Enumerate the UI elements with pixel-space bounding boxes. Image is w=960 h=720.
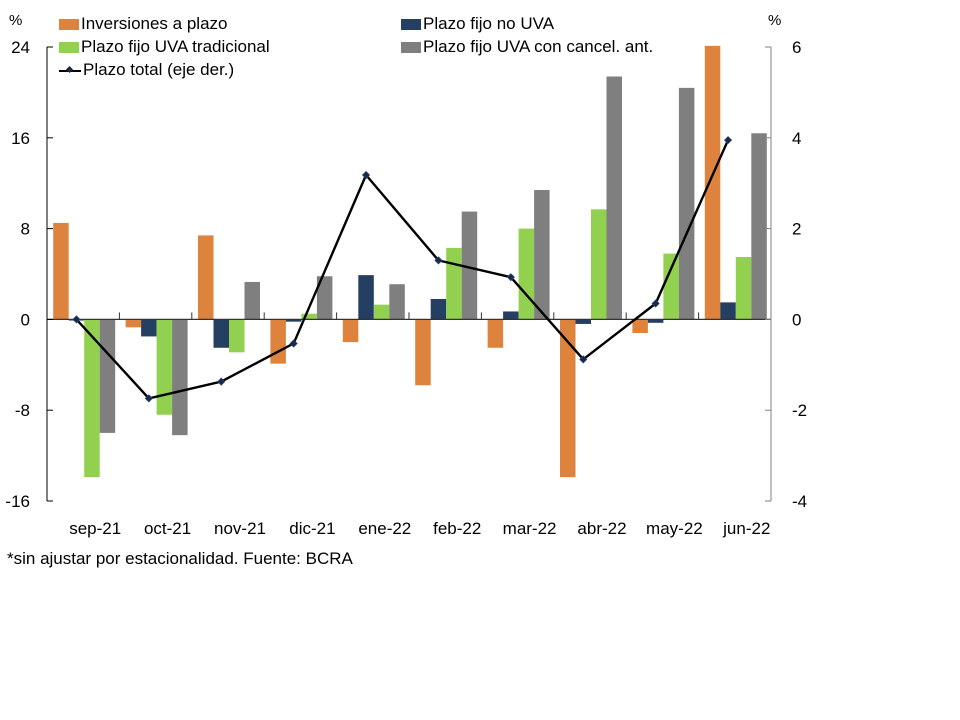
- bar-inversiones-a-plazo-oct-21: [125, 319, 142, 328]
- bar-plazo-fijo-uva-con-cancel-ant-jun-22: [751, 133, 767, 320]
- axes-layer: [46, 46, 772, 502]
- bar-plazo-fijo-uva-tradicional-dic-21: [301, 313, 317, 320]
- bar-plazo-fijo-uva-con-cancel-ant-sep-21: [99, 319, 116, 433]
- line-marker-abr-22: [579, 355, 588, 364]
- y-right-tick-label: -4: [792, 492, 807, 511]
- x-tick-label: jun-22: [722, 519, 770, 538]
- bar-plazo-fijo-uva-con-cancel-ant-ene-22: [389, 284, 405, 320]
- y-left-unit-label: %: [9, 12, 22, 29]
- bar-plazo-fijo-uva-con-cancel-ant-nov-21: [244, 281, 260, 320]
- bar-plazo-fijo-uva-con-cancel-ant-abr-22: [606, 76, 622, 320]
- y-right-unit-label: %: [768, 12, 781, 29]
- bar-plazo-fijo-no-uva-feb-22: [430, 298, 447, 320]
- line-marker-dic-21: [289, 339, 298, 348]
- labels-layer: 24 16 8 0 -8 -16 6 4 2 0 -2 -4% % sep-21 oct-21 nov-21 d…: [5, 12, 807, 538]
- legend-line-marker-icon: [59, 65, 81, 76]
- bar-plazo-fijo-no-uva-ene-22: [358, 275, 374, 320]
- legend-swatch: [59, 18, 79, 30]
- line-marker-ene-22: [361, 170, 371, 180]
- line-marker-mar-22: [506, 273, 515, 282]
- legend-item-plazo-total: Plazo total (eje der.): [59, 59, 234, 81]
- bar-inversiones-a-plazo-sep-21: [53, 222, 69, 320]
- line-layer: [72, 135, 733, 403]
- bar-plazo-fijo-uva-tradicional-may-22: [663, 253, 679, 320]
- bar-plazo-fijo-no-uva-abr-22: [575, 319, 591, 324]
- x-tick-label: oct-21: [144, 519, 191, 538]
- line-marker-nov-21: [217, 377, 226, 386]
- line-marker-oct-21: [144, 394, 153, 403]
- y-right-tick-label: 0: [792, 310, 801, 329]
- y-left-tick-label: 8: [21, 220, 30, 239]
- legend-item-uva-cancel: Plazo fijo UVA con cancel. ant.: [401, 36, 653, 58]
- bar-plazo-fijo-uva-tradicional-ene-22: [373, 304, 390, 320]
- y-right-tick-label: -2: [792, 401, 807, 420]
- bar-inversiones-a-plazo-ene-22: [342, 319, 359, 343]
- bars-layer: [53, 45, 767, 478]
- legend-swatch: [401, 18, 421, 30]
- bar-plazo-fijo-no-uva-jun-22: [720, 302, 736, 320]
- legend-label: Plazo total (eje der.): [83, 60, 235, 79]
- bar-inversiones-a-plazo-nov-21: [198, 235, 214, 320]
- bar-plazo-fijo-no-uva-oct-21: [141, 319, 157, 337]
- line-marker-may-22: [651, 299, 660, 308]
- bar-inversiones-a-plazo-feb-22: [415, 319, 431, 386]
- line-marker-feb-22: [434, 256, 443, 265]
- bar-plazo-fijo-uva-tradicional-jun-22: [735, 256, 752, 320]
- bar-inversiones-a-plazo-mar-22: [487, 319, 504, 348]
- bar-inversiones-a-plazo-jun-22: [704, 45, 721, 320]
- y-left-tick-label: 24: [11, 38, 30, 57]
- x-tick-label: may-22: [646, 519, 703, 538]
- bar-plazo-fijo-uva-tradicional-sep-21: [84, 319, 100, 478]
- y-right-tick-label: 2: [792, 220, 801, 239]
- legend-item-no-uva: Plazo fijo no UVA: [401, 13, 554, 35]
- y-left-tick-label: 0: [21, 310, 30, 329]
- line-marker-sep-21: [72, 315, 81, 324]
- x-tick-label: nov-21: [214, 519, 266, 538]
- x-tick-label: ene-22: [358, 519, 411, 538]
- bar-plazo-fijo-no-uva-may-22: [647, 319, 664, 323]
- legend-swatch: [401, 41, 421, 53]
- x-tick-label: sep-21: [69, 519, 121, 538]
- legend-label: Plazo fijo UVA con cancel. ant.: [423, 37, 654, 56]
- bar-plazo-fijo-uva-con-cancel-ant-may-22: [678, 87, 695, 320]
- y-left-tick-label: 16: [11, 129, 30, 148]
- bar-inversiones-a-plazo-abr-22: [560, 319, 576, 478]
- line-marker-jun-22: [723, 135, 733, 145]
- legend-label: Plazo fijo no UVA: [423, 14, 555, 33]
- legend-label: Inversiones a plazo: [81, 14, 228, 33]
- y-left-tick-label: -16: [5, 492, 30, 511]
- bar-plazo-fijo-uva-con-cancel-ant-mar-22: [534, 190, 550, 320]
- footnote: *sin ajustar por estacionalidad. Fuente:…: [7, 549, 353, 568]
- bar-inversiones-a-plazo-dic-21: [270, 319, 286, 364]
- bar-plazo-fijo-no-uva-mar-22: [503, 311, 519, 320]
- x-tick-label: feb-22: [433, 519, 481, 538]
- legend-label: Plazo fijo UVA tradicional: [81, 37, 270, 56]
- bar-inversiones-a-plazo-may-22: [632, 319, 648, 334]
- y-left-tick-label: -8: [15, 401, 30, 420]
- bar-plazo-fijo-uva-tradicional-nov-21: [229, 319, 245, 353]
- bar-plazo-fijo-uva-tradicional-mar-22: [518, 228, 535, 320]
- legend-swatch: [59, 41, 79, 53]
- y-right-tick-label: 6: [792, 38, 801, 57]
- x-tick-label: mar-22: [503, 519, 557, 538]
- bar-plazo-fijo-uva-con-cancel-ant-feb-22: [461, 211, 478, 320]
- x-tick-label: dic-21: [289, 519, 335, 538]
- y-right-tick-label: 4: [792, 129, 801, 148]
- legend-item-uva-tradicional: Plazo fijo UVA tradicional: [59, 36, 270, 58]
- bar-plazo-fijo-uva-tradicional-feb-22: [446, 247, 462, 320]
- x-tick-label: abr-22: [577, 519, 626, 538]
- bar-plazo-fijo-uva-tradicional-abr-22: [591, 209, 607, 320]
- bar-plazo-fijo-uva-con-cancel-ant-dic-21: [316, 276, 333, 320]
- bar-plazo-fijo-no-uva-dic-21: [285, 319, 302, 322]
- legend-item-inversiones: Inversiones a plazo: [59, 13, 227, 35]
- bar-plazo-fijo-uva-tradicional-oct-21: [156, 319, 173, 415]
- bar-plazo-fijo-no-uva-nov-21: [213, 319, 229, 348]
- bar-plazo-fijo-uva-con-cancel-ant-oct-21: [172, 319, 188, 436]
- line-plazo-total: [75, 139, 730, 400]
